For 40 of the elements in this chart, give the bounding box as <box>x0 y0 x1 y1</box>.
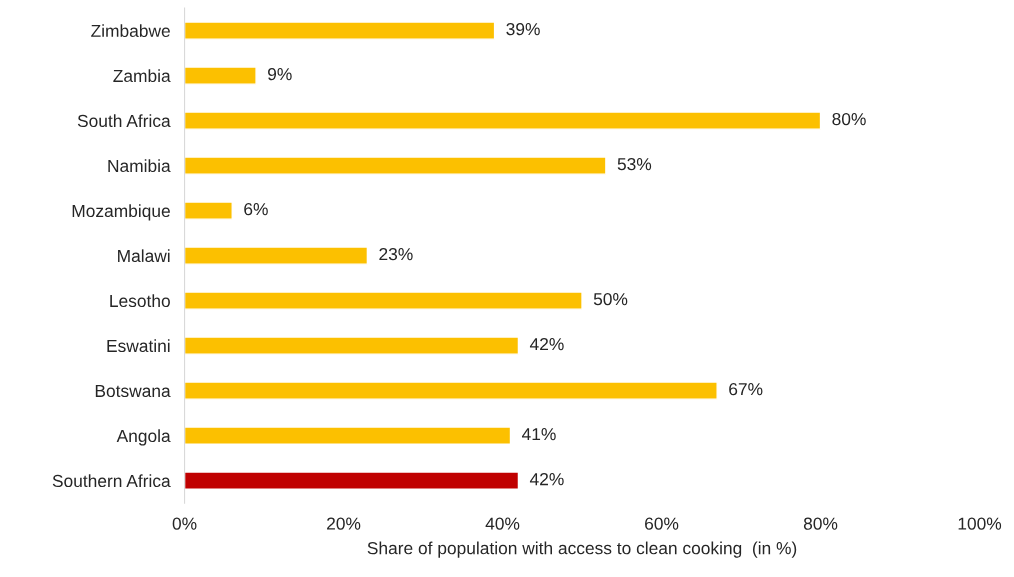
data-label: 67% <box>729 383 763 396</box>
y-tick-label: Zambia <box>113 69 171 83</box>
data-label: 6% <box>244 202 268 216</box>
data-label: 80% <box>832 112 866 126</box>
data-label: 39% <box>506 22 540 36</box>
bar <box>184 381 718 400</box>
x-tick-label: 20% <box>327 517 361 530</box>
data-label: 42% <box>529 337 564 351</box>
x-tick-label: 60% <box>645 517 679 530</box>
data-label: 9% <box>268 67 292 81</box>
y-tick-label: South Africa <box>77 114 171 128</box>
data-label: 42% <box>529 473 564 486</box>
bar <box>184 471 520 490</box>
y-tick-label: Malawi <box>118 249 170 263</box>
x-tick-label: 40% <box>485 517 520 530</box>
x-tick-label: 0% <box>172 517 197 530</box>
bar <box>184 111 822 130</box>
y-tick-label: Namibia <box>108 159 171 173</box>
bar <box>184 156 607 175</box>
y-tick-label: Botswana <box>95 384 171 398</box>
x-tick-label: 80% <box>803 517 838 530</box>
x-axis-title: Share of population with access to clean cooking (in %) <box>367 541 797 558</box>
bar <box>184 66 257 85</box>
y-tick-label: Lesotho <box>110 294 170 308</box>
data-label: 41% <box>522 428 556 441</box>
data-label: 50% <box>593 292 628 306</box>
bar <box>184 291 583 310</box>
bar <box>184 201 233 220</box>
x-tick-label: 100% <box>958 517 1002 530</box>
bar <box>184 426 512 445</box>
y-tick-label: Southern Africa <box>52 474 171 488</box>
y-tick-label: Eswatini <box>107 339 170 353</box>
bar <box>184 246 369 265</box>
bar <box>184 336 520 355</box>
data-label: 23% <box>379 247 413 261</box>
y-tick-label: Mozambique <box>72 204 170 221</box>
y-tick-label: Zimbabwe <box>91 24 170 38</box>
bar <box>184 21 496 40</box>
y-tick-label: Angola <box>116 429 171 446</box>
data-label: 53% <box>617 157 652 171</box>
